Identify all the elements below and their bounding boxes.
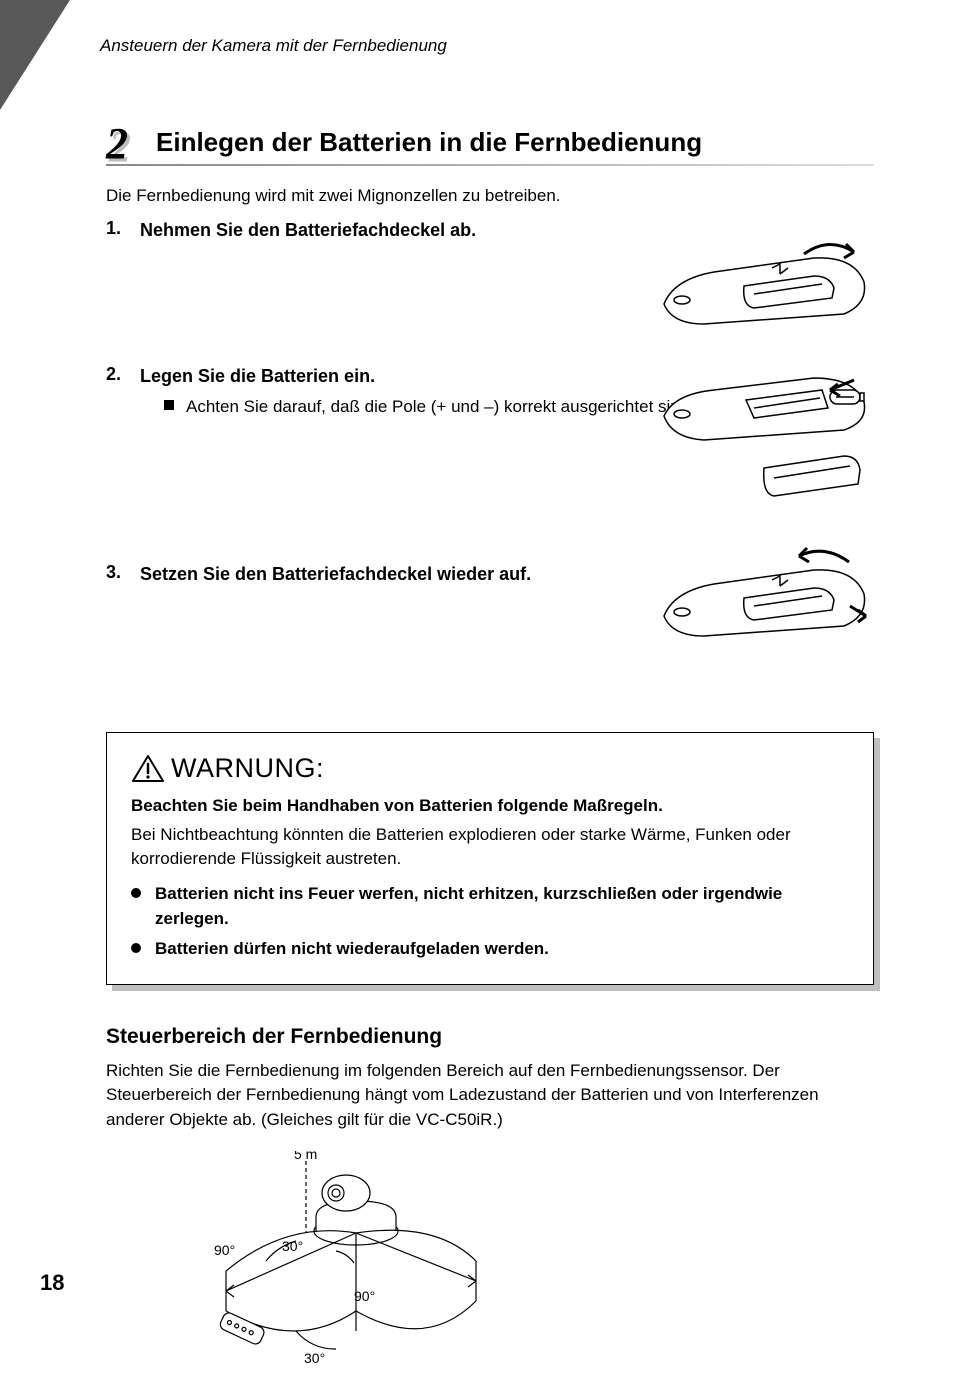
figure-insert-batteries — [654, 360, 874, 520]
step-bullet-text: Achten Sie darauf, daß die Pole (+ und –… — [186, 395, 694, 419]
step-number: 1. — [106, 218, 140, 358]
warning-bullet-text: Batterien nicht ins Feuer werfen, nicht … — [155, 882, 849, 931]
manual-page: Ansteuern der Kamera mit der Fernbedienu… — [0, 0, 954, 1352]
bullet-dot-icon — [131, 943, 141, 953]
bullet-dot-icon — [131, 888, 141, 898]
range-dist-label: 5 m — [294, 1151, 317, 1162]
figure-remove-cover — [654, 224, 874, 344]
warning-bullet: Batterien nicht ins Feuer werfen, nicht … — [131, 882, 849, 931]
range-30-bottom-label: 30° — [304, 1350, 325, 1366]
range-30-top-label: 30° — [282, 1238, 303, 1254]
subsection-title: Steuerbereich der Fernbedienung — [106, 1025, 874, 1049]
warning-title-row: WARNUNG: — [131, 753, 849, 784]
page-number: 18 — [40, 1270, 64, 1296]
warning-bullets: Batterien nicht ins Feuer werfen, nicht … — [131, 882, 849, 962]
range-90-left-label: 90° — [214, 1242, 235, 1258]
section-title-row: 2 2 Einlegen der Batterien in die Fernbe… — [106, 118, 874, 166]
figure-replace-cover — [654, 536, 874, 656]
warning-bullet: Batterien dürfen nicht wiederaufgeladen … — [131, 937, 849, 962]
warning-box: WARNUNG: Beachten Sie beim Handhaben von… — [106, 732, 874, 985]
warning-body: Bei Nichtbeachtung könnten die Batterien… — [131, 823, 849, 872]
corner-decoration — [0, 0, 70, 110]
intro-text: Die Fernbedienung wird mit zwei Mignonze… — [106, 186, 874, 206]
range-90-right-label: 90° — [354, 1288, 375, 1304]
figure-operating-range: 5 m 90° 30° 90° 30° — [186, 1151, 486, 1371]
section-number-glyph: 2 2 — [106, 118, 142, 160]
step-number: 2. — [106, 364, 140, 556]
warning-bullet-text: Batterien dürfen nicht wiederaufgeladen … — [155, 937, 549, 962]
warning-lead: Beachten Sie beim Handhaben von Batterie… — [131, 794, 849, 819]
subsection-body: Richten Sie die Fernbedienung im folgend… — [106, 1059, 874, 1133]
section-title: Einlegen der Batterien in die Fernbedien… — [156, 127, 874, 160]
square-bullet-icon — [164, 400, 174, 410]
warning-title: WARNUNG: — [171, 753, 324, 784]
warning-triangle-icon — [131, 754, 165, 784]
running-header: Ansteuern der Kamera mit der Fernbedienu… — [100, 36, 874, 56]
step-number: 3. — [106, 562, 140, 702]
